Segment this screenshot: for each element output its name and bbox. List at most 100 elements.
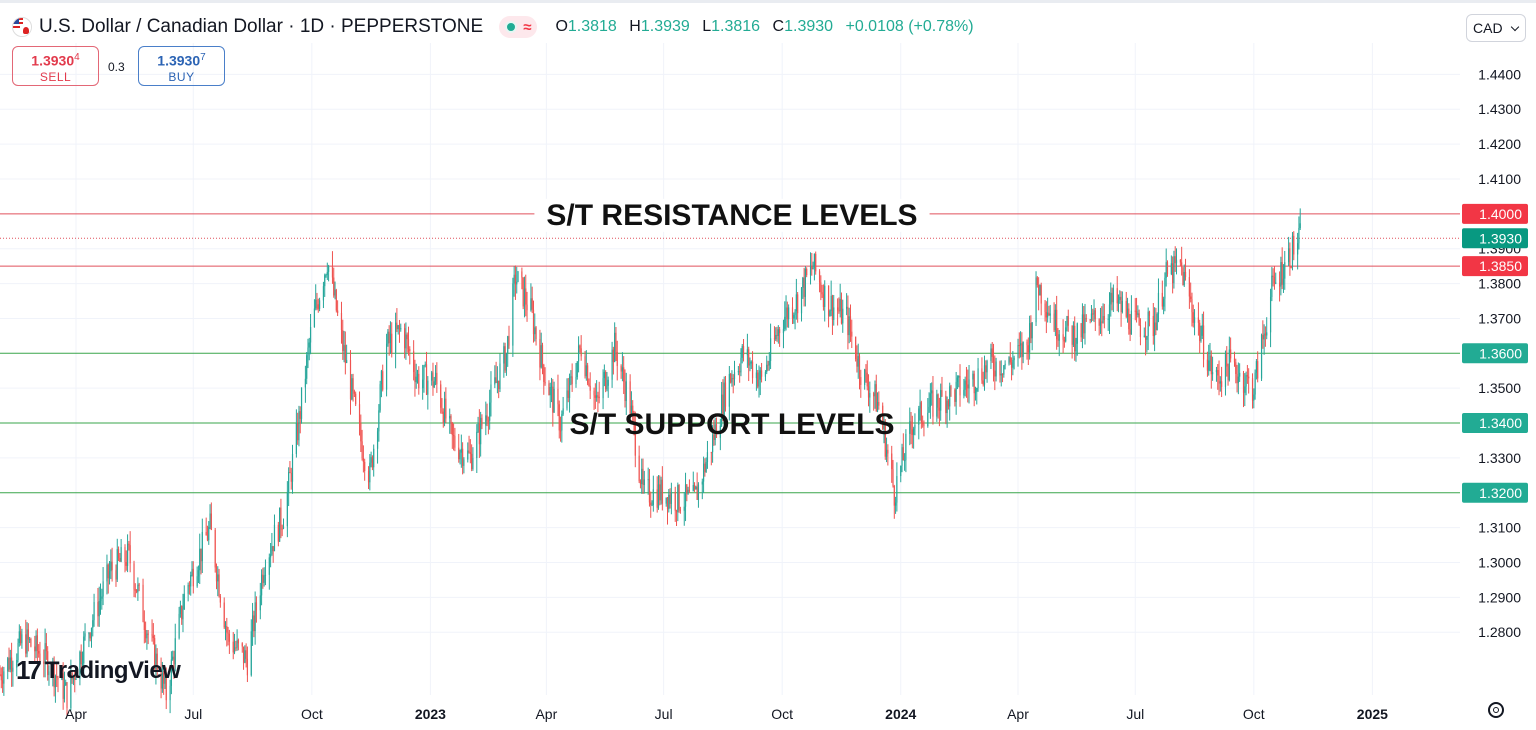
candle-down (642, 458, 644, 494)
candle-down (878, 391, 880, 410)
sell-button[interactable]: 1.39304 SELL (12, 46, 99, 86)
candle-body (678, 485, 680, 510)
candle-down (1197, 302, 1200, 336)
candle-body (45, 643, 47, 652)
candle-body (297, 423, 299, 441)
candle-up (1147, 307, 1149, 351)
candle-body (1008, 357, 1010, 364)
candle-body (343, 345, 345, 351)
candle-body (1269, 296, 1272, 333)
candle-body (1175, 259, 1178, 264)
candle-down (232, 632, 234, 660)
candle-body (847, 306, 849, 336)
candle-up (1119, 290, 1121, 304)
candle-down (71, 672, 73, 684)
candle-body (416, 373, 419, 377)
candle-down (30, 637, 32, 648)
candle-up (505, 352, 508, 376)
symbol-title[interactable]: U.S. Dollar / Canadian Dollar · 1D · PEP… (39, 16, 484, 37)
candle-up (1137, 305, 1139, 318)
candle-body (295, 423, 297, 454)
candle-down (661, 466, 663, 511)
candle-up (721, 381, 723, 428)
candle-body (205, 531, 207, 536)
candle-down (0, 665, 1, 677)
y-tick-label: 1.3800 (1478, 276, 1521, 292)
candle-body (134, 589, 136, 591)
candle-down (567, 378, 569, 403)
candle-down (831, 294, 834, 335)
candle-body (260, 574, 263, 596)
candle-up (740, 348, 742, 377)
candle-down (290, 467, 292, 490)
candle-down (152, 623, 154, 645)
candle-up (566, 378, 568, 411)
candle-body (806, 268, 808, 276)
candle-up (1049, 304, 1051, 323)
candle-up (668, 488, 670, 513)
candle-body (459, 452, 461, 460)
candle-body (992, 356, 995, 371)
candle-body (115, 570, 117, 580)
candle-down (1272, 268, 1274, 287)
candle-up (460, 434, 462, 468)
candle-body (936, 394, 938, 417)
candle-up (1297, 232, 1299, 270)
candle-down (865, 364, 867, 383)
candle-body (355, 393, 357, 405)
candle-body (188, 584, 191, 587)
candle-body (54, 675, 57, 688)
candle-body (324, 275, 326, 287)
candle-up (376, 427, 379, 464)
candle-down (156, 648, 158, 678)
candle-up (692, 471, 694, 492)
candle-body (539, 338, 541, 368)
candle-body (1248, 376, 1250, 379)
candle-body (308, 342, 310, 348)
candle-up (35, 630, 37, 659)
candle-down (396, 308, 398, 333)
candle-body (999, 361, 1001, 376)
candle-body (342, 330, 344, 351)
candle-body (1075, 343, 1077, 352)
candle-up (164, 666, 166, 689)
candle-up (577, 336, 580, 373)
candle-body (36, 635, 38, 651)
candle-up (782, 319, 785, 349)
candle-up (909, 407, 911, 446)
candle-body (793, 314, 795, 319)
candle-down (440, 380, 442, 414)
candle-down (1089, 319, 1091, 324)
candle-down (481, 414, 483, 430)
candle-body (398, 325, 401, 330)
candle-up (21, 628, 23, 649)
candle-up (427, 376, 429, 410)
candle-up (507, 335, 509, 367)
candle-body (200, 548, 202, 562)
candle-body (991, 348, 993, 357)
candle-up (346, 344, 348, 364)
candle-down (469, 439, 471, 464)
candlestick-chart[interactable]: 1.44001.43001.42001.41001.39001.38001.37… (0, 3, 1536, 730)
market-status-icon[interactable]: ≈ (499, 16, 538, 38)
candle-body (452, 435, 455, 437)
buy-button[interactable]: 1.39307 BUY (138, 46, 225, 86)
candle-down (639, 479, 642, 489)
candle-body (65, 682, 67, 686)
settings-gear-icon[interactable] (1488, 702, 1504, 718)
currency-select[interactable]: CAD (1466, 14, 1526, 42)
candle-up (769, 323, 772, 370)
candle-down (80, 644, 82, 671)
buy-price-pip: 7 (200, 52, 206, 63)
candle-down (160, 657, 162, 699)
candle-body (932, 390, 934, 417)
candle-up (92, 614, 94, 637)
candle-body (1072, 325, 1075, 345)
candle-up (1280, 256, 1282, 296)
candle-body (777, 329, 779, 337)
candle-up (254, 591, 256, 645)
tradingview-logo[interactable]: 17 TradingView (16, 655, 181, 686)
candle-body (513, 274, 515, 284)
candle-up (298, 405, 300, 447)
candle-up (927, 398, 929, 428)
